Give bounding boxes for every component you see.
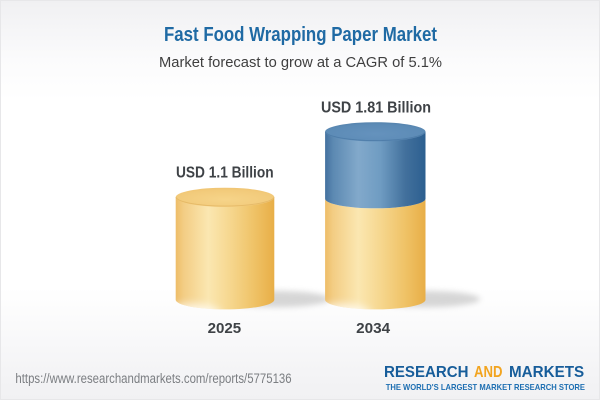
svg-text:USD 1.81 Billion: USD 1.81 Billion <box>321 100 431 117</box>
svg-text:AND: AND <box>474 364 503 381</box>
svg-text:MARKETS: MARKETS <box>509 364 584 381</box>
svg-text:Market forecast to grow at a C: Market forecast to grow at a CAGR of 5.1… <box>159 55 442 71</box>
svg-text:THE WORLD'S LARGEST MARKET RES: THE WORLD'S LARGEST MARKET RESEARCH STOR… <box>386 382 586 392</box>
svg-text:Fast Food Wrapping Paper Marke: Fast Food Wrapping Paper Market <box>164 24 437 46</box>
svg-text:USD 1.1 Billion: USD 1.1 Billion <box>176 165 274 182</box>
svg-text:2034: 2034 <box>356 321 391 337</box>
svg-text:2025: 2025 <box>208 321 242 337</box>
svg-text:RESEARCH: RESEARCH <box>384 364 469 381</box>
svg-text:https://www.researchandmarkets: https://www.researchandmarkets.com/repor… <box>15 371 291 386</box>
